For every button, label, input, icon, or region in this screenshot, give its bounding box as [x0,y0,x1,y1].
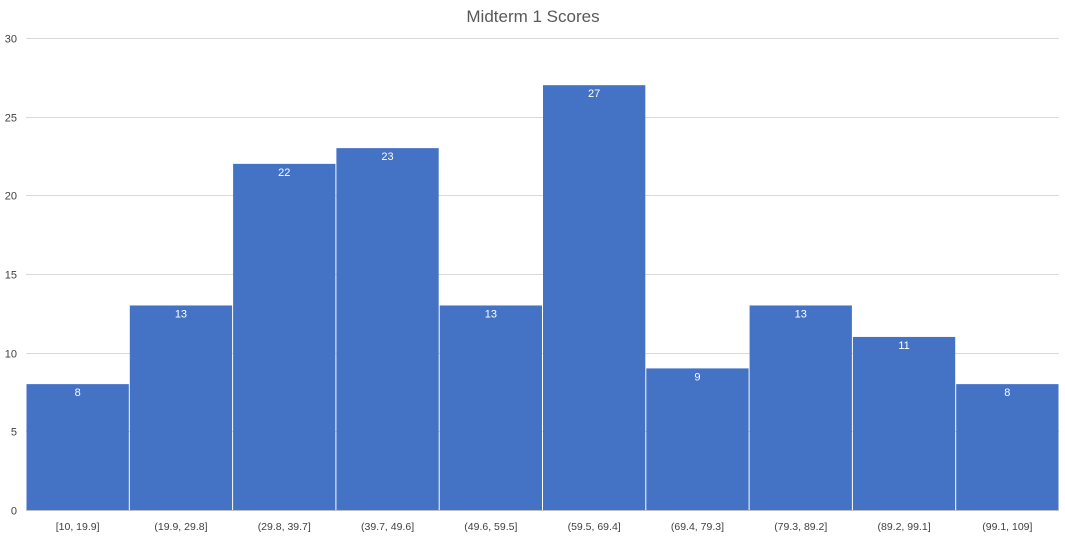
x-tick-label: (59.5, 69.4] [568,521,621,533]
x-tick-label: (69.4, 79.3] [671,521,724,533]
y-tick-label: 15 [5,270,17,282]
y-tick-label: 30 [5,34,17,46]
bar [956,384,1059,510]
y-tick-label: 5 [11,427,17,439]
data-label: 13 [175,308,187,320]
y-tick-label: 20 [5,191,17,203]
x-tick-label: (19.9, 29.8] [154,521,207,533]
data-label: 22 [278,167,290,179]
bar [26,384,129,510]
x-tick-label: (29.8, 39.7] [258,521,311,533]
y-axis-ticks: 0 5 10 15 20 25 30 [5,34,17,518]
y-tick-label: 10 [5,349,17,361]
chart-title: Midterm 1 Scores [466,7,599,26]
bar [646,368,749,510]
bar [749,305,852,510]
bar [852,336,956,510]
x-tick-label: (89.2, 99.1] [877,521,930,533]
bar [129,305,233,510]
data-label: 13 [485,308,497,320]
data-label: 13 [795,308,807,320]
y-tick-label: 25 [5,113,17,125]
data-label: 23 [381,151,393,163]
data-labels: 8 13 22 23 13 27 9 13 11 8 [75,88,1011,399]
bar [233,163,336,510]
data-label: 9 [694,371,700,383]
bars [26,85,1059,510]
bar [336,148,439,510]
data-label: 8 [1004,387,1010,399]
x-tick-label: [10, 19.9] [56,521,100,533]
data-label: 11 [898,340,909,352]
y-tick-label: 0 [11,506,17,518]
bar [543,85,646,510]
x-tick-label: (39.7, 49.6] [361,521,414,533]
bar [439,305,542,510]
data-label: 27 [588,88,600,100]
x-tick-label: (49.6, 59.5] [464,521,517,533]
data-label: 8 [75,387,81,399]
x-tick-label: (79.3, 89.2] [774,521,827,533]
x-axis-ticks: [10, 19.9] (19.9, 29.8] (29.8, 39.7] (39.7,… [56,521,1033,533]
x-tick-label: (99.1, 109] [982,521,1032,533]
